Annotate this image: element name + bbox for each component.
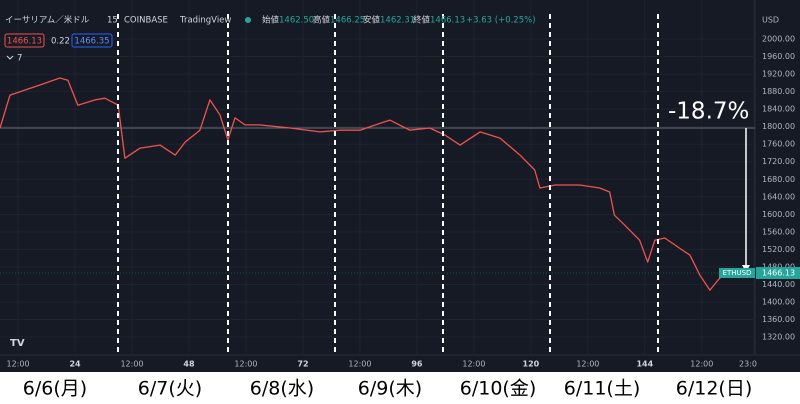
status-dot xyxy=(245,17,251,23)
exchange: COINBASE xyxy=(124,16,168,26)
y-tick-label: 2000.00 xyxy=(762,35,795,44)
symbol-tag xyxy=(719,267,755,278)
x-tick-label: 12:00 xyxy=(7,360,30,369)
x-tick-label: 23:0 xyxy=(739,360,757,369)
x-tick-label: 96 xyxy=(411,360,423,369)
x-tick-label: 48 xyxy=(183,360,195,369)
brand: TradingView xyxy=(179,16,231,26)
x-tick-label: 12:00 xyxy=(576,360,599,369)
symbol-tag-label: ETHUSD xyxy=(723,269,752,277)
x-tick-label: 72 xyxy=(297,360,308,369)
date-label: 6/9(木) xyxy=(358,378,422,400)
chevron[interactable] xyxy=(6,55,14,60)
x-tick-label: 120 xyxy=(523,360,540,369)
y-tick-label: 1720.00 xyxy=(762,157,795,166)
indicators[interactable]: 7 xyxy=(17,54,22,64)
annotation: -18.7% xyxy=(668,99,749,125)
x-tick-label: 12:00 xyxy=(348,360,371,369)
ask: 1466.35 xyxy=(74,37,109,47)
price-tag xyxy=(756,266,800,279)
ohlc-label: 始値 xyxy=(262,15,280,26)
date-label: 6/11(土) xyxy=(564,378,641,400)
y-tick-label: 1600.00 xyxy=(762,210,795,219)
price-line xyxy=(0,77,726,291)
x-tick-label: 144 xyxy=(636,360,653,369)
y-tick-label: 1760.00 xyxy=(762,140,795,149)
bid-box[interactable] xyxy=(4,33,45,48)
chart-background xyxy=(0,0,800,372)
ohlc-label: 高値 xyxy=(313,15,331,26)
currency: USD xyxy=(762,16,779,25)
date-label: 6/6(月) xyxy=(23,378,87,400)
y-tick-label: 1440.00 xyxy=(762,280,795,289)
y-tick-label: 1800.00 xyxy=(762,122,795,131)
y-tick-label: 1360.00 xyxy=(762,315,795,324)
interval: 15 xyxy=(107,16,118,26)
ohlc-value: 1466.13 xyxy=(430,16,465,26)
ask-box[interactable] xyxy=(71,33,113,48)
y-tick-label: 1680.00 xyxy=(762,175,795,184)
date-label: 6/7(火) xyxy=(138,378,202,400)
ohlc-value: 1462.50 xyxy=(279,16,314,26)
change: +3.63 (+0.25%) xyxy=(466,16,536,26)
ohlc-label: 安値 xyxy=(363,15,381,26)
price-tag-label: 1466.13 xyxy=(762,268,795,277)
symbol: イーサリアム／米ドル xyxy=(5,15,90,26)
date-label: 6/8(水) xyxy=(250,378,314,400)
y-tick-label: 1400.00 xyxy=(762,297,795,306)
y-tick-label: 1880.00 xyxy=(762,87,795,96)
y-tick-label: 1320.00 xyxy=(762,333,795,342)
x-tick-label: 12:00 xyxy=(690,360,713,369)
y-tick-label: 1560.00 xyxy=(762,227,795,236)
x-tick-label: 12:00 xyxy=(462,360,485,369)
ohlc-value: 1466.25 xyxy=(330,16,365,26)
ohlc-value: 1462.31 xyxy=(380,16,415,26)
y-tick-label: 1840.00 xyxy=(762,105,795,114)
plot xyxy=(0,77,755,291)
grid xyxy=(0,0,755,355)
y-tick-label: 1920.00 xyxy=(762,70,795,79)
y-tick-label: 1480.00 xyxy=(762,262,795,271)
x-tick-label: 12:00 xyxy=(234,360,257,369)
ohlc-label: 終値 xyxy=(413,15,431,26)
day-separators xyxy=(117,14,659,355)
y-tick-label: 1960.00 xyxy=(762,52,795,61)
date-labels: 6/6(月) 6/7(火) 6/8(水) 6/9(木) 6/10(金) 6/11(土) 6/… xyxy=(23,378,752,400)
y-tick-label: 1640.00 xyxy=(762,192,795,201)
logo: TV xyxy=(10,338,25,349)
x-tick-label: 12:00 xyxy=(120,360,143,369)
x-tick-label: 24 xyxy=(69,360,81,369)
spread: 0.22 xyxy=(51,37,70,47)
bid: 1466.13 xyxy=(7,37,42,47)
date-label: 6/12(日) xyxy=(676,378,753,400)
date-label: 6/10(金) xyxy=(460,378,537,400)
y-tick-label: 1520.00 xyxy=(762,245,795,254)
